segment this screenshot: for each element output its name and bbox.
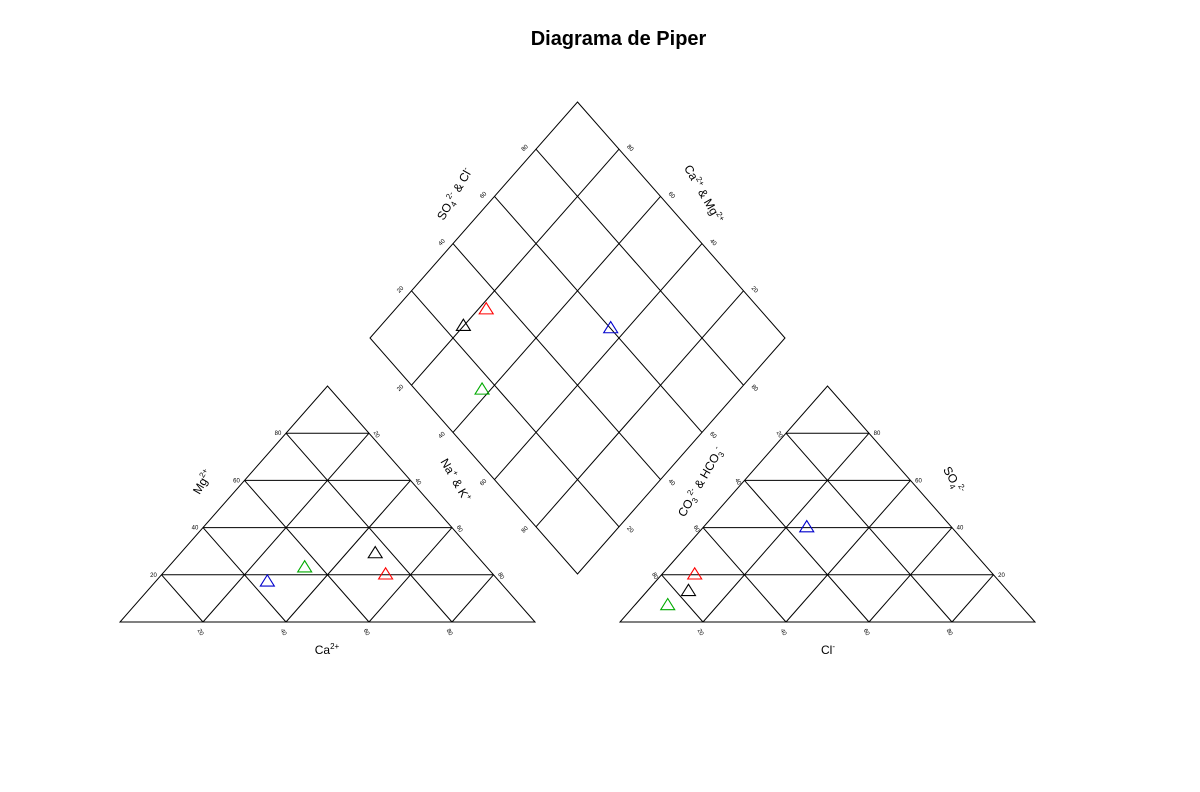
chart-title: Diagrama de Piper — [530, 28, 707, 50]
grid-line — [411, 148, 620, 386]
grid-line — [202, 527, 287, 623]
tick-label: 60 — [233, 478, 240, 484]
anion-point — [798, 519, 815, 533]
tick-label: 20 — [396, 285, 405, 294]
tick-label: 20 — [696, 628, 705, 637]
grid-line — [535, 290, 744, 528]
axis-label-na-k: Na+ & K+ — [438, 455, 475, 504]
grid-line — [244, 480, 370, 623]
tick-label: 60 — [455, 525, 464, 534]
grid-line — [785, 432, 953, 623]
grid-line — [285, 480, 411, 623]
grid-line — [161, 574, 204, 623]
tick-label: 60 — [915, 478, 922, 484]
tick-label: 40 — [413, 478, 422, 487]
cation-point — [377, 566, 394, 580]
diamond-outline — [369, 101, 786, 575]
tick-label: 80 — [521, 144, 530, 153]
diamond-point — [474, 381, 491, 395]
axis-label-cl: Cl- — [821, 642, 835, 657]
cation-point — [367, 545, 384, 559]
anion-triangle — [618, 385, 1037, 623]
cation-triangle — [118, 385, 537, 623]
triangle-outline — [118, 385, 537, 623]
tick-label: 80 — [874, 431, 881, 437]
tick-label: 80 — [650, 572, 659, 581]
tick-label: 20 — [150, 573, 157, 579]
tick-label: 40 — [779, 628, 788, 637]
tick-label: 80 — [750, 384, 759, 393]
central-diamond — [369, 101, 786, 575]
grid-line — [951, 574, 994, 623]
grid-line — [494, 243, 703, 480]
tick-label: 40 — [708, 238, 717, 247]
cation-point — [259, 573, 276, 587]
axis-label-mg: Mg2+ — [189, 467, 215, 497]
grid-line — [411, 290, 620, 528]
axis-label-ca-mg: Ca2+ & Mg2+ — [681, 162, 727, 226]
tick-label: 60 — [692, 525, 701, 534]
diamond-point — [478, 301, 495, 315]
tick-label: 80 — [496, 572, 505, 581]
anion-point — [659, 597, 676, 611]
axis-label-so4: SO42- — [938, 463, 967, 497]
tick-label: 40 — [667, 478, 676, 487]
anion-point — [686, 566, 703, 580]
tick-label: 60 — [479, 478, 488, 487]
axis-label-so4-cl: SO42- & Cl- — [433, 165, 477, 224]
tick-label: 20 — [750, 286, 759, 295]
cation-point — [296, 559, 313, 573]
tick-label: 20 — [625, 526, 634, 535]
tick-label: 80 — [625, 144, 634, 153]
tick-labels: 20 20 80 20 80 20 20 80 80 20 40 40 60 40 60 40 40 60 60 40… — [150, 144, 1005, 638]
axis-labels: Ca2+ Mg2+ Na+ & K+ Cl- SO42- CO32- & HCO… — [189, 162, 968, 657]
tick-label: 60 — [362, 628, 371, 637]
tick-label: 40 — [279, 628, 288, 637]
grid-line — [785, 480, 911, 623]
tick-label: 60 — [667, 191, 676, 200]
sample-points — [259, 301, 815, 611]
tick-label: 20 — [396, 384, 405, 393]
tick-label: 20 — [196, 628, 205, 637]
tick-label: 60 — [862, 628, 871, 637]
tick-label: 40 — [438, 431, 447, 440]
grid-line — [702, 527, 787, 623]
grid-line — [285, 432, 453, 623]
tick-label: 40 — [733, 478, 742, 487]
grid-line — [744, 480, 870, 623]
grid-line — [661, 574, 704, 623]
tick-label: 20 — [998, 573, 1005, 579]
tick-label: 60 — [708, 431, 717, 440]
grid-line — [452, 196, 661, 433]
tick-label: 40 — [192, 526, 199, 532]
tick-label: 40 — [438, 238, 447, 247]
tick-label: 80 — [521, 525, 530, 534]
tick-label: 80 — [445, 628, 454, 637]
grid-line — [451, 574, 494, 623]
diamond-point — [602, 320, 619, 334]
grid-line — [494, 196, 703, 433]
tick-label: 60 — [479, 191, 488, 200]
triangle-outline — [618, 385, 1037, 623]
tick-label: 20 — [775, 430, 784, 439]
tick-label: 40 — [957, 526, 964, 532]
axis-label-ca: Ca2+ — [315, 642, 340, 657]
grid-line — [535, 148, 744, 386]
anion-point — [680, 583, 697, 597]
tick-label: 80 — [945, 628, 954, 637]
grid-line — [452, 243, 661, 480]
tick-label: 80 — [275, 431, 282, 437]
diamond-point — [455, 318, 472, 331]
tick-label: 20 — [372, 430, 381, 439]
